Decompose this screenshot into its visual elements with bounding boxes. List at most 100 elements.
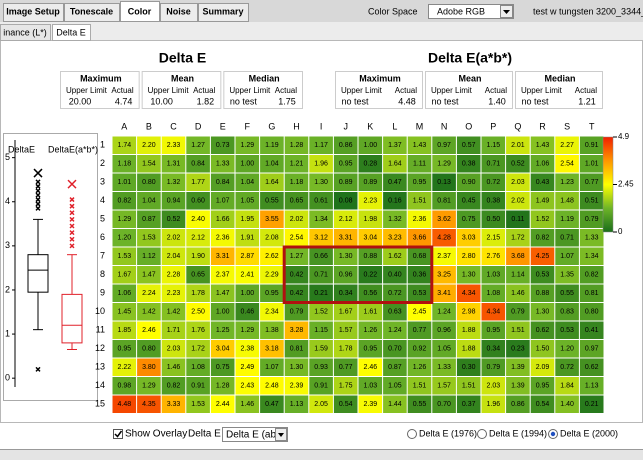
tab[interactable] bbox=[160, 3, 198, 22]
heatmap-cell[interactable] bbox=[432, 155, 456, 173]
heatmap-cell[interactable] bbox=[112, 358, 137, 377]
heatmap-cell[interactable] bbox=[506, 192, 530, 210]
heatmap-cell[interactable] bbox=[383, 210, 407, 229]
heatmap-cell[interactable] bbox=[555, 321, 579, 340]
heatmap-cell[interactable] bbox=[358, 303, 383, 321]
heatmap-cell[interactable] bbox=[161, 321, 186, 340]
heatmap-cell[interactable] bbox=[407, 266, 432, 284]
heatmap-cell[interactable] bbox=[555, 247, 579, 266]
heatmap-cell[interactable] bbox=[383, 173, 407, 192]
heatmap-cell[interactable] bbox=[555, 377, 579, 395]
heatmap-cell[interactable] bbox=[333, 284, 358, 303]
heatmap-cell[interactable] bbox=[579, 155, 604, 173]
heatmap-cell[interactable] bbox=[161, 266, 186, 284]
heatmap-cell[interactable] bbox=[161, 247, 186, 266]
heatmap-cell[interactable] bbox=[456, 229, 481, 247]
heatmap-cell[interactable] bbox=[358, 229, 383, 247]
heatmap-cell[interactable] bbox=[530, 173, 555, 192]
heatmap-cell[interactable] bbox=[555, 173, 579, 192]
tab[interactable] bbox=[198, 3, 249, 22]
heatmap-cell[interactable] bbox=[137, 155, 161, 173]
heatmap-cell[interactable] bbox=[333, 229, 358, 247]
heatmap-cell[interactable] bbox=[186, 377, 210, 395]
heatmap-cell[interactable] bbox=[284, 192, 309, 210]
heatmap-cell[interactable] bbox=[358, 136, 383, 155]
heatmap-cell[interactable] bbox=[333, 266, 358, 284]
heatmap-cell[interactable] bbox=[481, 192, 506, 210]
heatmap-cell[interactable] bbox=[383, 229, 407, 247]
heatmap-cell[interactable] bbox=[333, 358, 358, 377]
heatmap-cell[interactable] bbox=[432, 358, 456, 377]
heatmap-cell[interactable] bbox=[161, 303, 186, 321]
heatmap-cell[interactable] bbox=[161, 284, 186, 303]
heatmap-cell[interactable] bbox=[530, 395, 555, 414]
heatmap-cell[interactable] bbox=[506, 173, 530, 192]
heatmap-cell[interactable] bbox=[358, 192, 383, 210]
heatmap-cell[interactable] bbox=[530, 229, 555, 247]
heatmap-cell[interactable] bbox=[309, 340, 333, 358]
heatmap-cell[interactable] bbox=[235, 340, 260, 358]
heatmap-cell[interactable] bbox=[383, 377, 407, 395]
heatmap-cell[interactable] bbox=[210, 377, 235, 395]
heatmap-cell[interactable] bbox=[210, 229, 235, 247]
heatmap-cell[interactable] bbox=[579, 377, 604, 395]
heatmap-cell[interactable] bbox=[432, 210, 456, 229]
heatmap-cell[interactable] bbox=[383, 358, 407, 377]
heatmap-cell[interactable] bbox=[432, 321, 456, 340]
heatmap-cell[interactable] bbox=[284, 377, 309, 395]
heatmap-cell[interactable] bbox=[456, 358, 481, 377]
heatmap-cell[interactable] bbox=[284, 155, 309, 173]
heatmap-cell[interactable] bbox=[112, 155, 137, 173]
heatmap-cell[interactable] bbox=[432, 229, 456, 247]
heatmap-cell[interactable] bbox=[309, 229, 333, 247]
heatmap-cell[interactable] bbox=[210, 192, 235, 210]
heatmap-cell[interactable] bbox=[284, 321, 309, 340]
heatmap-cell[interactable] bbox=[284, 210, 309, 229]
heatmap-cell[interactable] bbox=[530, 303, 555, 321]
heatmap-cell[interactable] bbox=[137, 358, 161, 377]
heatmap-cell[interactable] bbox=[432, 173, 456, 192]
heatmap-cell[interactable] bbox=[481, 229, 506, 247]
heatmap-cell[interactable] bbox=[432, 247, 456, 266]
heatmap-cell[interactable] bbox=[432, 303, 456, 321]
heatmap-cell[interactable] bbox=[210, 173, 235, 192]
heatmap-cell[interactable] bbox=[186, 284, 210, 303]
heatmap-cell[interactable] bbox=[210, 266, 235, 284]
heatmap-cell[interactable] bbox=[383, 192, 407, 210]
heatmap-cell[interactable] bbox=[579, 284, 604, 303]
heatmap-cell[interactable] bbox=[186, 229, 210, 247]
heatmap-cell[interactable] bbox=[432, 377, 456, 395]
heatmap-cell[interactable] bbox=[530, 210, 555, 229]
heatmap-cell[interactable] bbox=[284, 358, 309, 377]
heatmap-cell[interactable] bbox=[358, 358, 383, 377]
heatmap-cell[interactable] bbox=[506, 395, 530, 414]
heatmap-cell[interactable] bbox=[210, 358, 235, 377]
heatmap-cell[interactable] bbox=[235, 229, 260, 247]
heatmap-cell[interactable] bbox=[235, 266, 260, 284]
heatmap-cell[interactable] bbox=[333, 377, 358, 395]
color-space-select[interactable] bbox=[428, 4, 514, 19]
heatmap-cell[interactable] bbox=[407, 303, 432, 321]
heatmap-cell[interactable] bbox=[456, 136, 481, 155]
heatmap-cell[interactable] bbox=[309, 136, 333, 155]
heatmap-cell[interactable] bbox=[579, 303, 604, 321]
heatmap-cell[interactable] bbox=[137, 303, 161, 321]
heatmap-cell[interactable] bbox=[481, 303, 506, 321]
heatmap-cell[interactable] bbox=[260, 136, 284, 155]
heatmap-cell[interactable] bbox=[260, 321, 284, 340]
heatmap-cell[interactable] bbox=[137, 210, 161, 229]
heatmap-cell[interactable] bbox=[407, 173, 432, 192]
heatmap-cell[interactable] bbox=[481, 284, 506, 303]
heatmap-cell[interactable] bbox=[506, 340, 530, 358]
heatmap-cell[interactable] bbox=[456, 395, 481, 414]
heatmap-cell[interactable] bbox=[161, 210, 186, 229]
heatmap-cell[interactable] bbox=[506, 321, 530, 340]
heatmap-cell[interactable] bbox=[555, 358, 579, 377]
heatmap-cell[interactable] bbox=[235, 247, 260, 266]
heatmap-cell[interactable] bbox=[407, 358, 432, 377]
heatmap-cell[interactable] bbox=[456, 155, 481, 173]
heatmap-cell[interactable] bbox=[112, 247, 137, 266]
heatmap-cell[interactable] bbox=[309, 247, 333, 266]
heatmap-cell[interactable] bbox=[112, 284, 137, 303]
tab[interactable] bbox=[120, 1, 160, 22]
